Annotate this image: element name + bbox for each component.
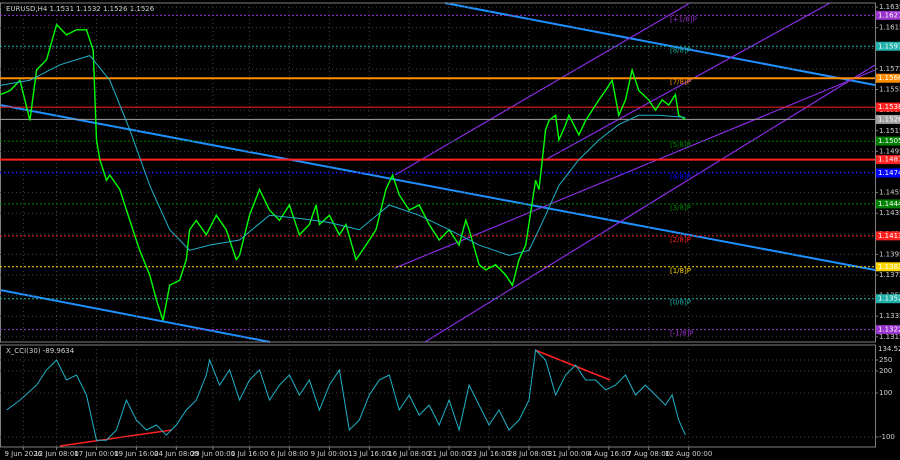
level-label: 1.1526 — [878, 115, 900, 123]
y-tick-label: 100 — [879, 389, 892, 397]
level-label-bg — [876, 262, 900, 272]
x-tick-label: 9 Jul 00:00 — [311, 450, 349, 458]
series-line — [0, 55, 686, 256]
level-tag: [+1/8]P — [670, 15, 697, 23]
x-tick-label: 9 Jun 2026 — [4, 450, 42, 458]
x-tick-label: 16 Jul 08:00 — [388, 450, 430, 458]
y-tick-label: 1.1455 — [879, 189, 900, 197]
level-label-bg — [876, 325, 900, 335]
indicator-title: X_CCI(30) -89.9634 — [6, 347, 75, 355]
level-label-bg — [876, 102, 900, 112]
level-label: 1.1627 — [878, 11, 900, 19]
level-label: 1.1383 — [878, 263, 900, 271]
level-label: 1.1538 — [878, 103, 900, 111]
x-tick-label: 28 Jul 08:00 — [508, 450, 550, 458]
level-label-bg — [876, 10, 900, 20]
x-tick-label: 12 Aug 00:00 — [665, 450, 712, 458]
x-tick-label: 17 Jun 00:00 — [74, 450, 118, 458]
cci-frame — [0, 344, 876, 448]
level-label-bg — [876, 168, 900, 178]
level-label: 1.1352 — [878, 295, 900, 303]
level-tag: [-1/8]P — [670, 330, 693, 338]
x-tick-label: 7 Aug 08:00 — [627, 450, 670, 458]
level-label: 1.1322 — [878, 326, 900, 334]
level-tag: [7/8]P — [670, 78, 691, 86]
level-label: 1.1474 — [878, 169, 900, 177]
level-label: 1.1597 — [878, 42, 900, 50]
x-tick-label: 1 Jul 16:00 — [231, 450, 269, 458]
x-tick-label: 29 Jun 00:00 — [191, 450, 235, 458]
level-tag: [3/8]P — [670, 204, 691, 212]
y-tick-label: 1.1615 — [879, 24, 900, 32]
level-label: 1.1505 — [878, 137, 900, 145]
level-tag: [5/8]P — [670, 141, 691, 149]
level-label-bg — [876, 155, 900, 165]
level-tag: [1/8]P — [670, 267, 691, 275]
level-label: 1.1487 — [878, 156, 900, 164]
level-label-bg — [876, 199, 900, 209]
scale-label: 134.5265 — [878, 345, 900, 353]
x-tick-label: 4 Aug 16:00 — [587, 450, 630, 458]
y-tick-label: 1.1495 — [879, 147, 900, 155]
chart-title: EURUSD,H4 1.1531 1.1532 1.1526 1.1526 — [6, 5, 155, 13]
y-tick-label: 1.1335 — [879, 312, 900, 320]
y-tick-label: -100 — [879, 433, 895, 441]
x-tick-label: 21 Jul 00:00 — [428, 450, 470, 458]
channel-line — [544, 2, 831, 161]
x-tick-label: 23 Jul 16:00 — [468, 450, 510, 458]
level-label: 1.1444 — [878, 200, 900, 208]
divergence-line — [534, 349, 611, 381]
series-line — [0, 23, 686, 321]
level-tag: [4/8]P — [670, 173, 691, 181]
trend-line — [0, 104, 876, 271]
channel-line — [394, 69, 876, 269]
level-label-bg — [876, 73, 900, 83]
trend-line — [444, 2, 876, 86]
y-tick-label: 1.1635 — [879, 3, 900, 11]
y-tick-label: 1.1375 — [879, 271, 900, 279]
price-frame — [0, 2, 876, 343]
y-tick-label: 1.1315 — [879, 333, 900, 341]
x-tick-label: 31 Jul 00:00 — [548, 450, 590, 458]
y-tick-label: 1.1395 — [879, 250, 900, 258]
y-tick-label: 200 — [879, 367, 892, 375]
level-tag: [0/8]P — [670, 299, 691, 307]
divergence-line — [59, 429, 173, 447]
level-label-bg — [876, 294, 900, 304]
y-tick-label: 1.1555 — [879, 86, 900, 94]
x-tick-label: 13 Jul 16:00 — [348, 450, 390, 458]
level-tag: [2/8]P — [670, 236, 691, 244]
level-label-bg — [876, 136, 900, 146]
drawings — [0, 2, 876, 447]
y-tick-label: 1.1435 — [879, 209, 900, 217]
x-tick-label: 12 Jun 08:00 — [34, 450, 78, 458]
channel-line — [394, 2, 691, 176]
level-label-bg — [876, 41, 900, 51]
level-label: 1.1566 — [878, 74, 900, 82]
level-label: 1.1413 — [878, 232, 900, 240]
series-line — [6, 349, 686, 441]
level-label-bg — [876, 114, 900, 124]
y-tick-label: 1.1515 — [879, 127, 900, 135]
level-label-bg — [876, 231, 900, 241]
x-tick-label: 6 Jul 08:00 — [271, 450, 309, 458]
x-tick-label: 24 Jun 08:00 — [154, 450, 198, 458]
y-tick-label: 250 — [879, 356, 892, 364]
x-tick-label: 19 Jun 16:00 — [114, 450, 158, 458]
y-tick-label: 1.1575 — [879, 65, 900, 73]
level-tag: [8/8]P — [670, 46, 691, 54]
